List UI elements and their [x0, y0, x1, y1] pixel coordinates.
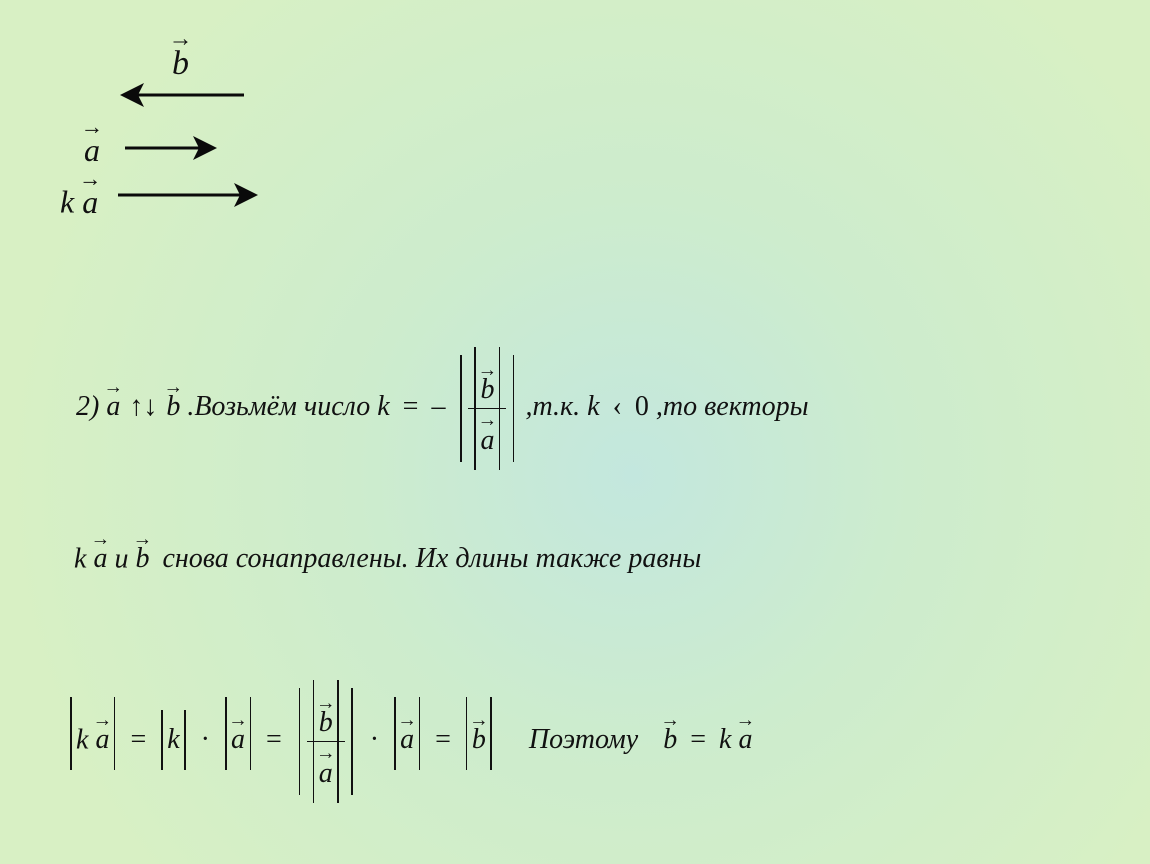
vec-a: →a — [93, 530, 107, 573]
mag-ka: k →a — [68, 711, 117, 756]
fraction-mag: →b →a — [295, 688, 357, 795]
fraction-mag-b-over-a: →b →a — [456, 355, 518, 462]
since-k: ,т.к. k — [525, 391, 599, 422]
equals-4: = — [684, 724, 712, 755]
numbering: 2) — [76, 391, 99, 422]
codirect-equal: снова сонаправлены. Их длины также равны — [156, 543, 701, 574]
mag-k: k — [159, 724, 187, 756]
vec-a-final: →a — [738, 711, 752, 754]
less-than: ‹ — [607, 391, 628, 422]
mag-b: →b — [464, 711, 494, 756]
dot-2: · — [364, 724, 385, 755]
minus: – — [431, 391, 449, 422]
vector-diagram — [0, 0, 300, 230]
vec-a: →a — [106, 378, 120, 421]
zero: 0 — [635, 391, 649, 422]
dot-1: · — [195, 724, 216, 755]
mag-a-2: →a — [392, 711, 422, 756]
vec-b: →b — [135, 530, 149, 573]
equals-2: = — [260, 724, 288, 755]
then-vectors: ,то векторы — [656, 391, 809, 422]
proof-line-3: k →a = k · →a = →b →a · →a = →b Поэтому … — [68, 688, 752, 795]
therefore: Поэтому — [501, 724, 656, 755]
proof-line-2: k →a и →b снова сонаправлены. Их длины т… — [74, 530, 701, 575]
label-ka: k →a — [60, 168, 98, 221]
proof-line-1: 2) →a ↑↓ →b .Возьмём число k = – →b →a ,… — [76, 355, 809, 462]
equals-1: = — [124, 724, 152, 755]
equals: = — [397, 391, 425, 422]
label-b: →b — [172, 28, 189, 83]
vec-b-final: →b — [663, 711, 677, 754]
k: k — [74, 543, 86, 574]
mag-a-1: →a — [223, 711, 253, 756]
vec-b: →b — [166, 378, 180, 421]
text-take-k: .Возьмём число k — [187, 391, 389, 422]
equals-3: = — [429, 724, 457, 755]
label-a: →a — [84, 116, 100, 169]
antiparallel-symbol: ↑↓ — [127, 391, 159, 422]
